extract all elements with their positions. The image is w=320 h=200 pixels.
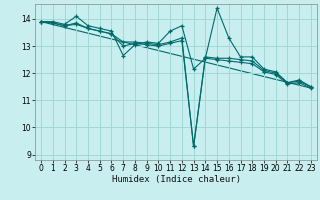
X-axis label: Humidex (Indice chaleur): Humidex (Indice chaleur) [111, 175, 241, 184]
